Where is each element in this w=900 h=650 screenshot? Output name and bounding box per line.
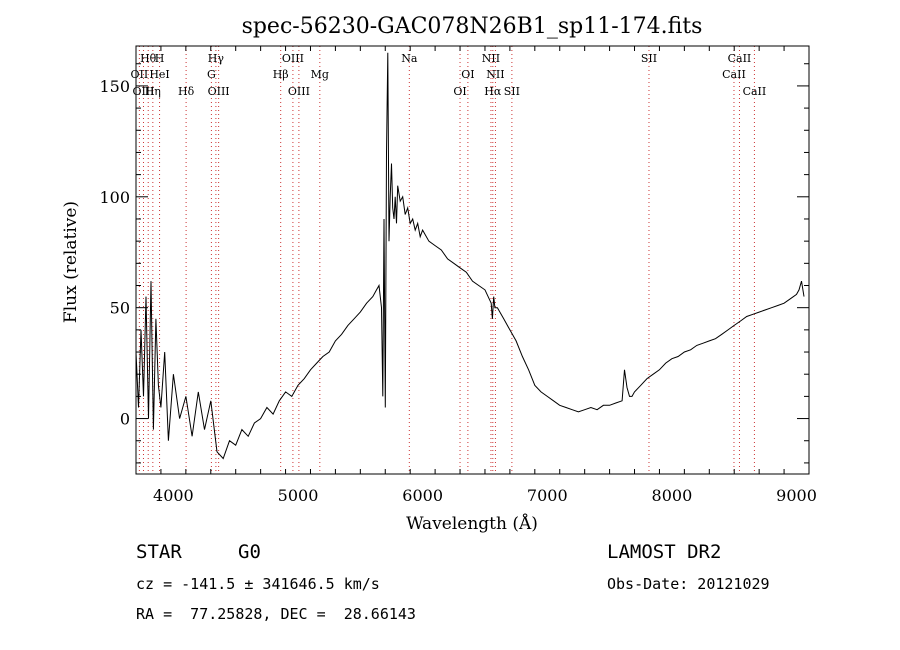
line-label: NII <box>486 68 504 81</box>
coordinates-readout: RA = 77.25828, DEC = 28.66143 <box>136 605 416 623</box>
line-label: Hη <box>145 85 161 98</box>
y-axis-label: Flux (relative) <box>61 201 81 323</box>
y-tick-label: 150 <box>99 77 130 96</box>
object-class: STAR <box>136 541 182 563</box>
line-label: NII <box>482 52 500 65</box>
x-tick-label: 9000 <box>776 486 817 505</box>
x-axis: 4000 5000 6000 7000 8000 9000 <box>135 46 817 505</box>
x-tick-label: 7000 <box>527 486 568 505</box>
line-label: CaII <box>728 52 752 65</box>
chart-title: spec-56230-GAC078N26B1_sp11-174.fits <box>242 14 703 39</box>
y-axis: 0 50 100 150 <box>99 63 809 464</box>
line-label: Hδ <box>178 85 195 98</box>
x-tick-label: 6000 <box>402 486 443 505</box>
line-label: Hθ <box>140 52 157 65</box>
line-label: CaII <box>722 68 746 81</box>
line-label: HeI <box>149 68 169 81</box>
observation-date: Obs-Date: 20121029 <box>607 575 770 593</box>
spectrum-line <box>135 52 805 460</box>
y-tick-label: 50 <box>110 299 130 318</box>
line-label: Mg <box>311 68 329 81</box>
line-label: OIII <box>282 52 304 65</box>
x-axis-label: Wavelength (Å) <box>406 513 538 534</box>
line-label: OIII <box>132 85 154 98</box>
x-tick-label: 8000 <box>652 486 693 505</box>
object-subclass: G0 <box>238 541 261 563</box>
line-label: CaII <box>743 85 767 98</box>
line-label: OI <box>453 85 466 98</box>
line-label: Hα <box>484 85 502 98</box>
y-tick-label: 0 <box>120 410 130 429</box>
y-tick-label: 100 <box>99 188 130 207</box>
x-tick-label: 4000 <box>153 486 194 505</box>
line-label: Hγ <box>208 52 225 65</box>
redshift-readout: cz = -141.5 ± 341646.5 km/s <box>136 575 380 593</box>
line-label: OIII <box>208 85 230 98</box>
emission-line-markers <box>138 46 755 474</box>
survey-name: LAMOST DR2 <box>607 541 722 563</box>
plot-frame <box>135 45 810 475</box>
line-label: OII <box>131 68 149 81</box>
line-label: SII <box>641 52 657 65</box>
line-label: OI <box>461 68 474 81</box>
line-label: G <box>207 68 216 81</box>
x-tick-label: 5000 <box>278 486 319 505</box>
line-label: Na <box>401 52 418 65</box>
line-label: H <box>155 52 165 65</box>
line-label: Hβ <box>273 68 289 81</box>
line-label: SII <box>504 85 520 98</box>
line-label: OIII <box>288 85 310 98</box>
